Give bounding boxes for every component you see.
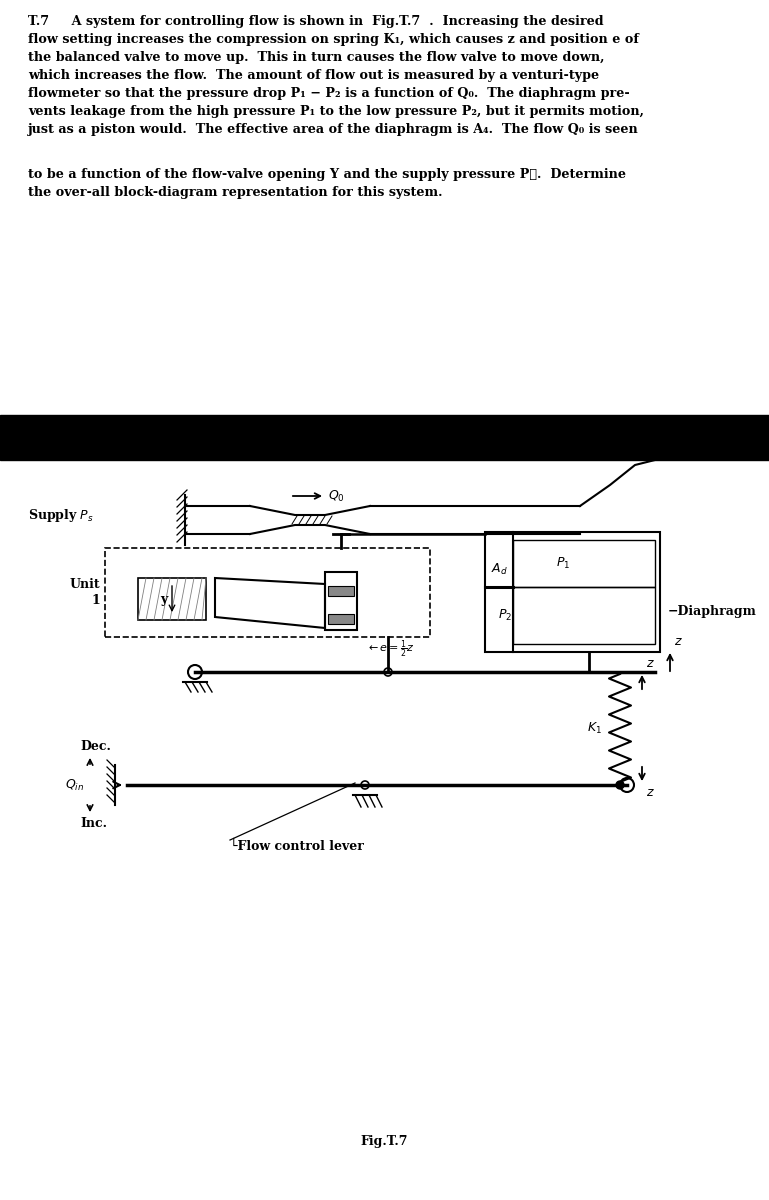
Text: $A_d$: $A_d$ [491, 562, 508, 577]
Circle shape [188, 665, 202, 679]
Text: Unit: Unit [69, 578, 100, 590]
Text: flow setting increases the compression on spring K₁, which causes z and position: flow setting increases the compression o… [28, 32, 639, 46]
Text: Supply $P_s$: Supply $P_s$ [28, 506, 94, 523]
Text: $z$: $z$ [646, 786, 655, 799]
Text: the over-all block-diagram representation for this system.: the over-all block-diagram representatio… [28, 186, 442, 199]
Text: $P_2$: $P_2$ [498, 608, 512, 623]
Bar [138, 578, 206, 620]
Circle shape [361, 781, 369, 790]
Text: 1: 1 [92, 594, 100, 607]
Text: flowmeter so that the pressure drop P₁ − P₂ is a function of Q₀.  The diaphragm : flowmeter so that the pressure drop P₁ −… [28, 86, 630, 100]
Text: $Q_0$: $Q_0$ [328, 488, 345, 504]
Text: Inc.: Inc. [80, 817, 107, 830]
Text: to be a function of the flow-valve opening Y and the supply pressure P⁳.  Determ: to be a function of the flow-valve openi… [28, 168, 626, 181]
Circle shape [620, 778, 634, 792]
Bar [513, 540, 655, 587]
Circle shape [616, 781, 624, 790]
Bar [513, 587, 655, 644]
Bar [105, 548, 430, 637]
Text: y: y [160, 593, 167, 606]
Text: $z$: $z$ [646, 658, 655, 670]
Text: $Q_{in}$: $Q_{in}$ [65, 778, 85, 792]
Text: T.7     A system for controlling flow is shown in  Fig.T.7  .  Increasing the de: T.7 A system for controlling flow is sho… [28, 14, 604, 28]
Circle shape [384, 668, 392, 676]
Bar [485, 532, 660, 652]
Bar [0, 415, 769, 460]
Text: vents leakage from the high pressure P₁ to the low pressure P₂, but it permits m: vents leakage from the high pressure P₁ … [28, 104, 644, 118]
Text: which increases the flow.  The amount of flow out is measured by a venturi-type: which increases the flow. The amount of … [28, 68, 599, 82]
Bar [328, 586, 354, 596]
Text: $\leftarrow e=\frac{1}{2}z$: $\leftarrow e=\frac{1}{2}z$ [366, 638, 414, 660]
Text: just as a piston would.  The effective area of the diaphragm is A₄.  The flow Q₀: just as a piston would. The effective ar… [28, 122, 639, 136]
Text: the balanced valve to move up.  This in turn causes the flow valve to move down,: the balanced valve to move up. This in t… [28, 50, 604, 64]
Text: Fig.T.7: Fig.T.7 [360, 1135, 408, 1148]
Text: −Diaphragm: −Diaphragm [668, 606, 757, 618]
Text: Dec.: Dec. [80, 740, 111, 754]
Text: └Flow control lever: └Flow control lever [230, 840, 364, 853]
Bar [325, 572, 357, 630]
Text: $P_1$: $P_1$ [556, 556, 570, 571]
Text: $z$: $z$ [674, 635, 683, 648]
Bar [328, 614, 354, 624]
Text: $K_1$: $K_1$ [587, 720, 602, 736]
